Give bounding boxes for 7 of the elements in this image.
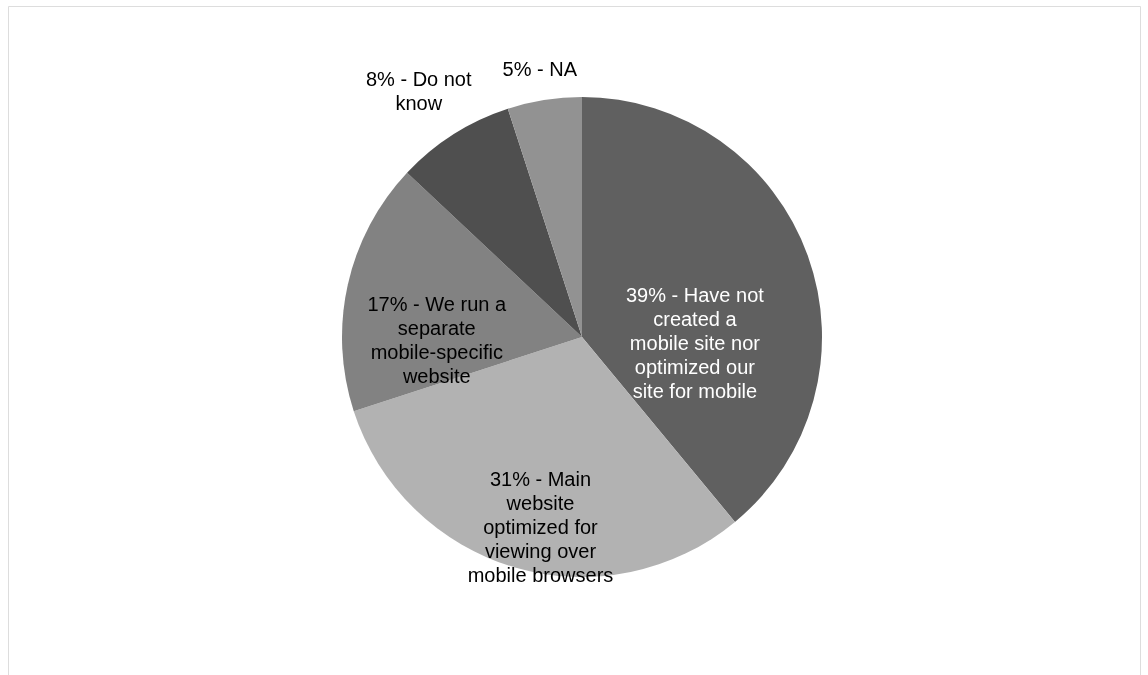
slice-label: 5% - NA	[502, 58, 578, 81]
slice-label: 31% - Main website optimized for viewing over mobile browsers	[467, 467, 614, 586]
slice-label: 8% - Do not know	[365, 67, 472, 114]
slice-label: 39% - Have not created a mobile site nor optimized our site for mobile	[625, 284, 765, 403]
pie-slice	[507, 97, 582, 337]
slice-label: 17% - We run a separate mobile-specific website	[367, 292, 507, 387]
pie-slice	[342, 172, 582, 412]
